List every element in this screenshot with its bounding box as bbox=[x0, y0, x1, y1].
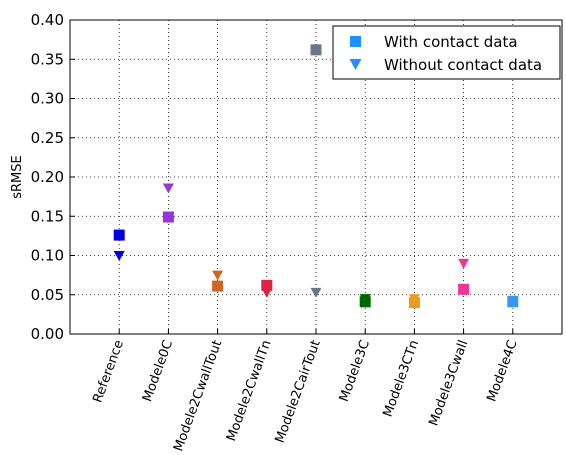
x-tick-label: Modele2CwallTn bbox=[224, 338, 274, 443]
point-with-contact-modele3ctn bbox=[408, 297, 420, 309]
point-with-contact-reference bbox=[113, 229, 125, 241]
x-ticks: Reference Modele0CModele2CwallToutModele2… bbox=[90, 329, 521, 454]
x-tick-label: Modele4C bbox=[484, 338, 520, 404]
point-without-contact-modele2cairtout bbox=[310, 287, 322, 298]
y-tick-label: 0.25 bbox=[31, 129, 64, 147]
x-tick-label: Modele3CTn bbox=[381, 338, 423, 419]
point-without-contact-modele0c bbox=[162, 183, 174, 194]
point-with-contact-modele4c bbox=[507, 296, 519, 308]
plot-frame bbox=[69, 19, 563, 335]
y-tick-label: 0.40 bbox=[31, 11, 64, 29]
point-with-contact-modele2cwalltout bbox=[212, 280, 224, 292]
x-tick-label: Modele3Cwall bbox=[426, 338, 471, 428]
y-tick-label: 0.15 bbox=[31, 207, 64, 225]
point-with-contact-modele2cwalltn bbox=[261, 279, 273, 291]
point-with-contact-modele3cwall bbox=[458, 283, 470, 295]
point-without-contact-modele2cwalltout bbox=[212, 270, 224, 281]
legend-marker-without-contact bbox=[349, 59, 362, 70]
legend-box bbox=[332, 25, 561, 80]
legend-label-without-contact: Without contact data bbox=[384, 56, 542, 74]
y-tick-label: 0.10 bbox=[31, 247, 64, 265]
y-tick-label: 0.30 bbox=[31, 90, 64, 108]
y-tick-label: 0.05 bbox=[31, 286, 64, 304]
legend-label-with-contact: With contact data bbox=[384, 33, 518, 51]
point-without-contact-reference bbox=[113, 251, 125, 261]
y-tick-label: 0.20 bbox=[31, 168, 64, 186]
point-without-contact-modele3cwall bbox=[458, 258, 470, 269]
y-tick-label: 0.35 bbox=[31, 50, 64, 68]
point-with-contact-modele0c bbox=[162, 211, 174, 223]
x-tick-label: Modele0C bbox=[140, 338, 176, 404]
data-markers bbox=[113, 44, 519, 309]
point-with-contact-modele3c bbox=[359, 296, 371, 308]
x-tick-label: Reference bbox=[90, 338, 126, 405]
x-tick-label: Modele2CairTout bbox=[273, 338, 324, 445]
x-tick-label: Modele3C bbox=[337, 338, 373, 404]
x-tick-label: Modele2CwallTout bbox=[171, 338, 225, 453]
y-tick-label: 0.00 bbox=[31, 325, 64, 343]
y-axis-label: sRMSE bbox=[10, 155, 25, 199]
legend-marker-with-contact bbox=[350, 36, 361, 47]
legend: With contact data Without contact data bbox=[332, 25, 561, 80]
point-with-contact-modele2cairtout bbox=[310, 44, 322, 56]
y-ticks: 0.00 0.05 0.10 0.15 0.20 0.25 0.30 0.35 0.40 bbox=[31, 11, 75, 343]
